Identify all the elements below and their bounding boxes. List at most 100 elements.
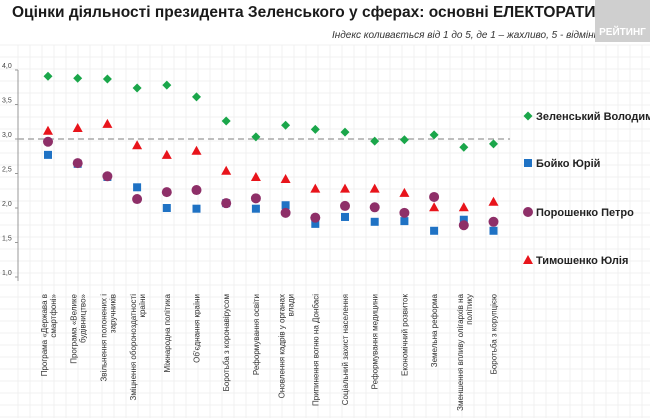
category-label: Реформування освіти: [252, 294, 261, 375]
category-label-line: Програма «Держава в: [40, 294, 49, 376]
category-label-line: Міжнародна політика: [163, 293, 172, 372]
y-tick-label: 2,0: [2, 201, 12, 208]
y-tick-label: 4,0: [2, 63, 12, 70]
category-label: Оновлення кадрів у органахвлади: [278, 294, 296, 398]
data-point: [221, 165, 232, 175]
category-label-line: Програма «Велике: [70, 293, 79, 363]
data-point: [310, 212, 321, 223]
data-point: [488, 216, 499, 227]
data-point: [340, 127, 350, 137]
data-point: [221, 116, 231, 126]
data-point: [133, 183, 142, 192]
data-point: [429, 191, 440, 202]
category-label: Боротьба з корупцією: [490, 294, 499, 374]
data-point: [102, 74, 112, 84]
data-point: [340, 200, 350, 211]
y-tick-label: 1,5: [2, 236, 12, 243]
data-point: [43, 136, 53, 147]
category-label-line: політику: [465, 294, 474, 325]
category-label-line: Оновлення кадрів у органах: [278, 294, 287, 398]
data-point: [458, 202, 469, 212]
data-point: [250, 193, 261, 204]
category-label: Зміцнення обороноздатностікраїни: [129, 294, 147, 401]
data-point: [369, 183, 380, 193]
category-label-line: Реформування освіти: [252, 294, 261, 375]
data-point: [340, 183, 350, 193]
category-label-line: Звільнення полонених і: [99, 294, 108, 382]
data-point: [162, 204, 171, 212]
data-point: [459, 142, 469, 152]
data-point: [132, 83, 142, 93]
data-point: [430, 226, 439, 235]
data-point: [399, 187, 410, 197]
category-label-line: Боротьба з коронавірусом: [222, 294, 231, 391]
category-label: Припинення вогню на Донбасі: [311, 294, 320, 406]
logo-text: РЕЙТИНГ: [599, 27, 646, 38]
data-point: [281, 120, 291, 130]
data-point: [489, 139, 498, 149]
data-point: [192, 204, 201, 213]
data-point: [161, 187, 172, 198]
category-label-line: Об'єднання країни: [193, 294, 202, 363]
chart-title: Оцінки діяльності президента Зеленського…: [12, 4, 596, 21]
data-point: [132, 194, 143, 205]
data-point: [400, 217, 409, 226]
legend-label: Тимошенко Юлія: [536, 255, 628, 267]
data-point: [43, 125, 53, 135]
data-point: [488, 196, 499, 206]
category-label: Звільнення полонених ізаручників: [99, 294, 117, 382]
category-label-line: влади: [287, 294, 296, 316]
data-point: [44, 150, 52, 159]
data-point: [161, 149, 172, 159]
data-point: [102, 171, 113, 182]
category-label: Земельна реформа: [430, 293, 439, 367]
data-point: [458, 220, 469, 231]
legend-marker: [523, 111, 533, 121]
chart-subtitle: Індекс коливається від 1 до 5, де 1 – жа…: [332, 30, 605, 41]
data-point: [459, 215, 468, 224]
data-point: [429, 130, 439, 140]
y-tick-label: 3,5: [2, 98, 12, 105]
category-label-line: Земельна реформа: [430, 293, 439, 367]
category-label: Об'єднання країни: [193, 294, 202, 363]
category-label-line: Припинення вогню на Донбасі: [311, 294, 320, 406]
category-label: Програма «Держава всмартфоні»: [40, 293, 58, 376]
category-label-line: заручників: [108, 294, 117, 333]
category-label: Боротьба з коронавірусом: [222, 294, 231, 391]
legend-marker: [523, 255, 533, 264]
data-point: [102, 118, 113, 128]
data-point: [281, 201, 290, 210]
data-point: [221, 198, 232, 209]
category-label: Програма «Великебудівництво»: [70, 293, 88, 363]
data-point: [43, 71, 53, 81]
category-label-line: Зменшення впливу олігархів на: [456, 293, 465, 410]
data-point: [72, 158, 83, 169]
data-point: [280, 174, 291, 184]
category-label-line: Економічний розвиток: [400, 294, 409, 376]
data-point: [250, 171, 261, 181]
category-label: Зменшення впливу олігархів наполітику: [456, 293, 474, 410]
y-tick-label: 3,0: [2, 132, 12, 139]
data-point: [341, 212, 349, 221]
category-label: Реформування медицини: [371, 294, 380, 389]
data-point: [370, 136, 380, 146]
data-point: [311, 219, 320, 228]
data-point: [132, 140, 143, 150]
category-label-line: Боротьба з корупцією: [490, 294, 499, 374]
data-point: [73, 73, 83, 83]
data-point: [429, 202, 440, 212]
data-point: [191, 145, 202, 155]
category-label-line: Реформування медицини: [371, 294, 380, 389]
data-point: [192, 92, 201, 102]
category-label: Соціальний захист населення: [341, 294, 350, 405]
data-point: [369, 202, 380, 213]
category-label-line: Соціальний захист населення: [341, 294, 350, 405]
category-label-line: смартфоні»: [49, 293, 58, 337]
data-point: [72, 122, 83, 132]
category-label-line: країни: [138, 294, 147, 318]
legend-label: Порошенко Петро: [536, 207, 634, 219]
data-point: [399, 207, 410, 218]
category-label: Міжнародна політика: [163, 293, 172, 372]
data-point: [399, 135, 409, 145]
